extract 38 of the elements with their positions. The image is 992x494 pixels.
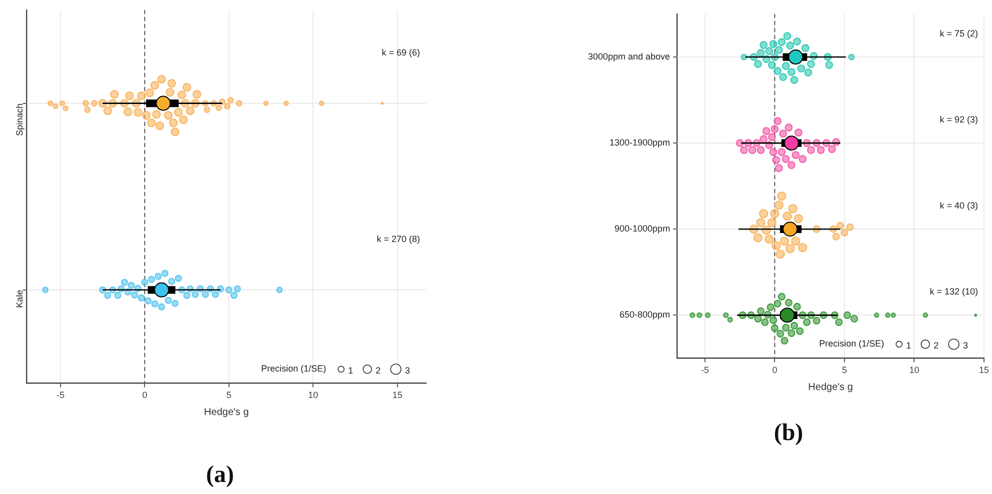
annotation: k = 92 (3) [940, 114, 978, 124]
point [784, 136, 799, 151]
legend-title: Precision (1/SE) [261, 364, 326, 374]
legend-label: 2 [376, 366, 381, 376]
x-axis-title: Hedge's g [204, 406, 249, 418]
annotation: k = 69 (6) [382, 47, 420, 58]
legend-label: 3 [404, 366, 410, 376]
x-tick-label: -5 [700, 365, 709, 376]
x-tick-label: 5 [226, 390, 232, 400]
x-tick-label: -5 [56, 390, 64, 400]
x-tick-label: 0 [772, 365, 778, 376]
y-tick-label: 900-1000ppm [614, 224, 670, 234]
x-tick-label: 10 [308, 390, 318, 400]
x-tick-label: 15 [392, 390, 402, 400]
y-tick-label: Kale [14, 290, 24, 308]
point [782, 222, 798, 237]
annotation: k = 270 (8) [376, 234, 420, 244]
point [780, 308, 795, 323]
text: (b) [772, 420, 804, 447]
legend-title: Precision (1/SE) [819, 338, 884, 349]
annotation: k = 75 (2) [940, 28, 978, 38]
text: (a) [205, 462, 235, 489]
annotation: k = 40 (3) [940, 200, 978, 210]
legend-label: 3 [962, 340, 968, 351]
x-tick-label: 5 [842, 365, 847, 376]
legend-label: 1 [906, 340, 912, 351]
x-tick-label: 10 [909, 365, 920, 376]
point [788, 50, 804, 65]
x-tick-label: 0 [142, 390, 148, 400]
x-axis-title: Hedge's g [808, 382, 853, 393]
annotation: k = 132 (10) [930, 286, 978, 296]
y-tick-label: 650-800ppm [620, 310, 670, 320]
y-tick-label: 3000ppm and above [588, 52, 670, 62]
y-tick-label: Spinach [14, 103, 24, 136]
legend-label: 1 [348, 366, 354, 376]
y-tick-label: 1300-1900ppm [610, 138, 670, 148]
x-tick-label: 15 [978, 365, 989, 376]
legend-label: 2 [934, 340, 939, 351]
